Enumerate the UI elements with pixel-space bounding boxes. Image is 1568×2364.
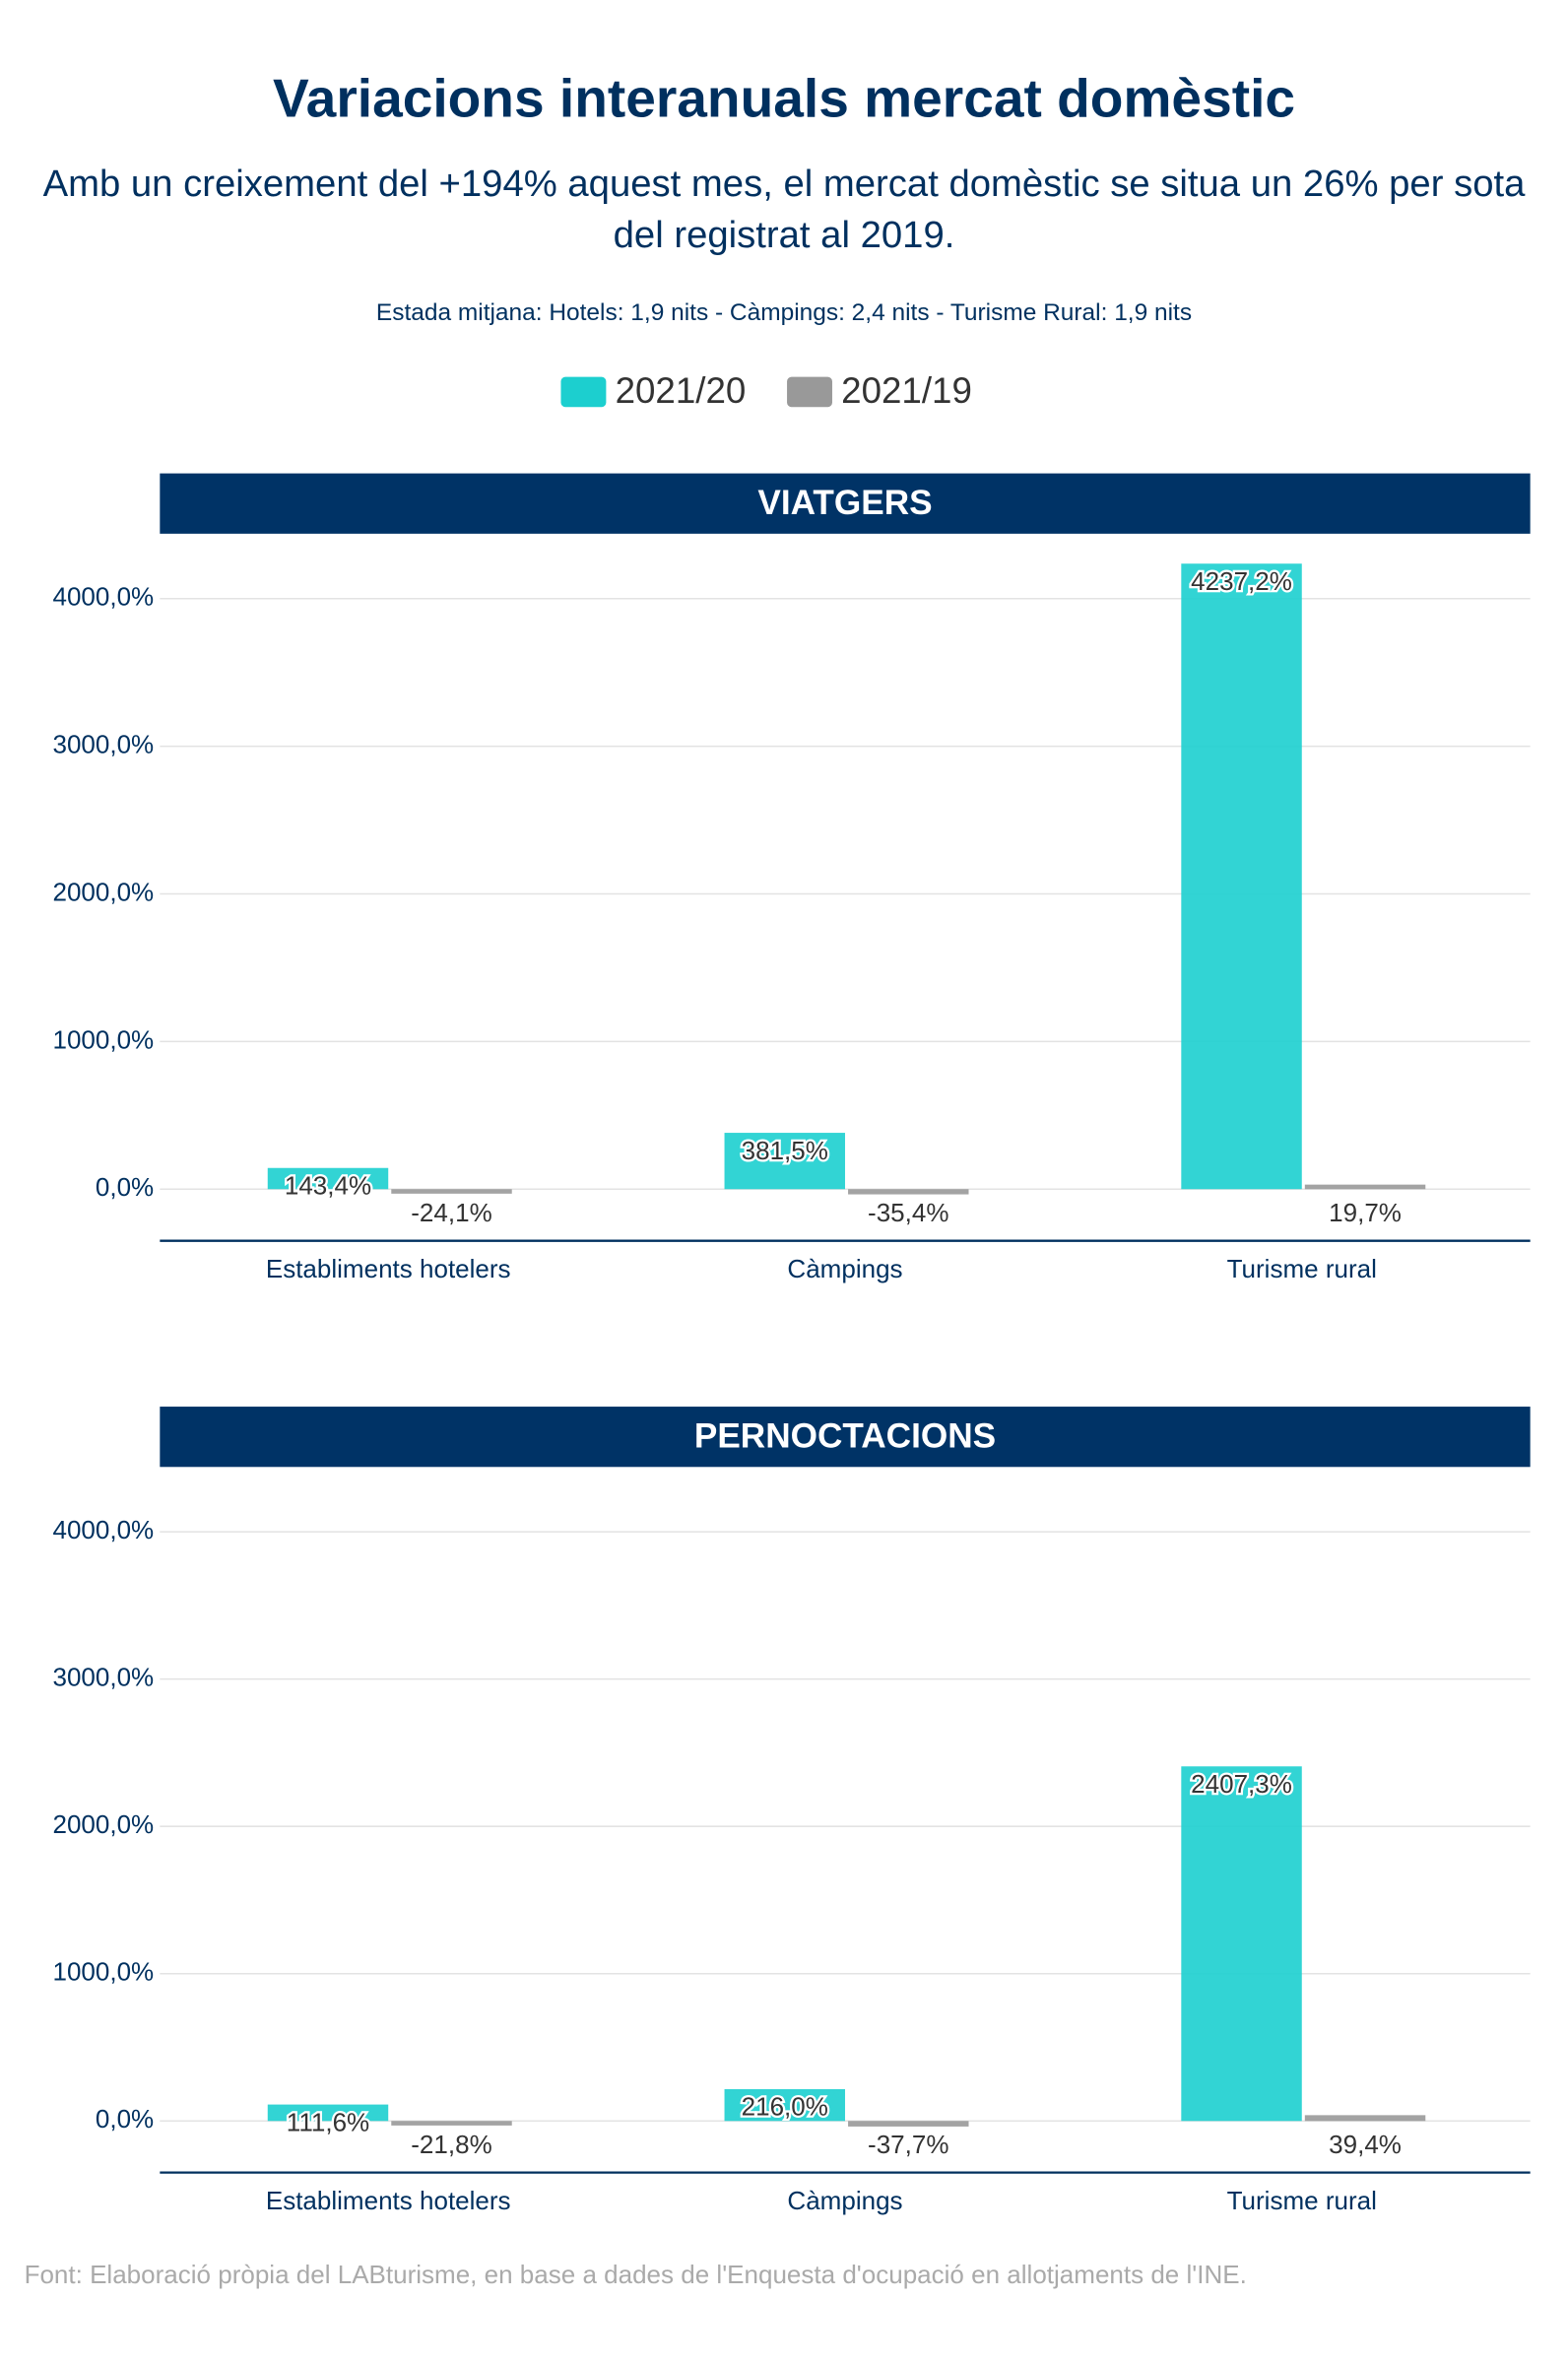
- bar: [391, 2121, 512, 2126]
- legend-label: 2021/20: [616, 370, 747, 411]
- x-tick-label: Càmpings: [787, 2186, 902, 2215]
- data-label: 4237,2%: [1191, 566, 1292, 596]
- data-label: 381,5%: [742, 1136, 828, 1165]
- data-label: -24,1%: [411, 1198, 491, 1227]
- bar: [391, 1189, 512, 1194]
- subtitle-box: Amb un creixement del +194% aquest mes, …: [42, 163, 1526, 257]
- data-label: 39,4%: [1329, 2130, 1402, 2159]
- y-tick-label: 3000,0%: [52, 1663, 154, 1692]
- x-tick-label: Càmpings: [787, 1254, 902, 1283]
- note: Estada mitjana: Hotels: 1,9 nits - Càmpi…: [376, 299, 1192, 326]
- subtitle: Amb un creixement del +194% aquest mes, …: [42, 163, 1526, 257]
- x-tick-label: Turisme rural: [1227, 1254, 1377, 1283]
- x-tick-label: Turisme rural: [1227, 2186, 1377, 2215]
- data-label: 216,0%: [742, 2092, 828, 2122]
- bar: [1181, 563, 1302, 1190]
- bar: [1304, 2115, 1426, 2122]
- y-tick-label: 0,0%: [96, 2104, 154, 2134]
- bar: [848, 1189, 969, 1195]
- y-tick-label: 1000,0%: [52, 1957, 154, 1987]
- panel-title: PERNOCTACIONS: [694, 1417, 996, 1456]
- bar: [1181, 1766, 1302, 2122]
- x-tick-label: Establiments hotelers: [266, 1254, 511, 1283]
- x-tick-label: Establiments hotelers: [266, 2186, 511, 2215]
- bar: [267, 1167, 389, 1190]
- bar: [724, 1133, 845, 1190]
- bar: [848, 2121, 969, 2127]
- y-tick-label: 0,0%: [96, 1172, 154, 1202]
- data-label: -21,8%: [411, 2130, 491, 2159]
- bar: [1304, 1184, 1426, 1190]
- y-tick-label: 2000,0%: [52, 1809, 154, 1839]
- y-tick-label: 2000,0%: [52, 877, 154, 906]
- data-label: 111,6%: [287, 2107, 369, 2136]
- y-tick-label: 4000,0%: [52, 582, 154, 612]
- data-label: -35,4%: [868, 1198, 948, 1227]
- panel-title: VIATGERS: [757, 484, 932, 522]
- bar: [267, 2104, 389, 2122]
- bar: [724, 2088, 845, 2122]
- data-label: 19,7%: [1329, 1198, 1402, 1227]
- y-tick-label: 3000,0%: [52, 730, 154, 759]
- panel-header: [160, 473, 1531, 534]
- source: Font: Elaboració pròpia del LABturisme, …: [25, 2260, 1247, 2289]
- legend-swatch: [787, 376, 832, 408]
- y-tick-label: 4000,0%: [52, 1515, 154, 1544]
- panel-header: [160, 1407, 1531, 1468]
- data-label: -37,7%: [868, 2130, 948, 2159]
- chart-title: Variacions interanuals mercat domèstic: [273, 68, 1295, 129]
- data-label: 143,4%: [285, 1171, 371, 1201]
- y-tick-label: 1000,0%: [52, 1024, 154, 1054]
- data-label: 2407,3%: [1191, 1769, 1292, 1799]
- legend-label: 2021/19: [841, 370, 972, 411]
- legend-swatch: [560, 376, 607, 408]
